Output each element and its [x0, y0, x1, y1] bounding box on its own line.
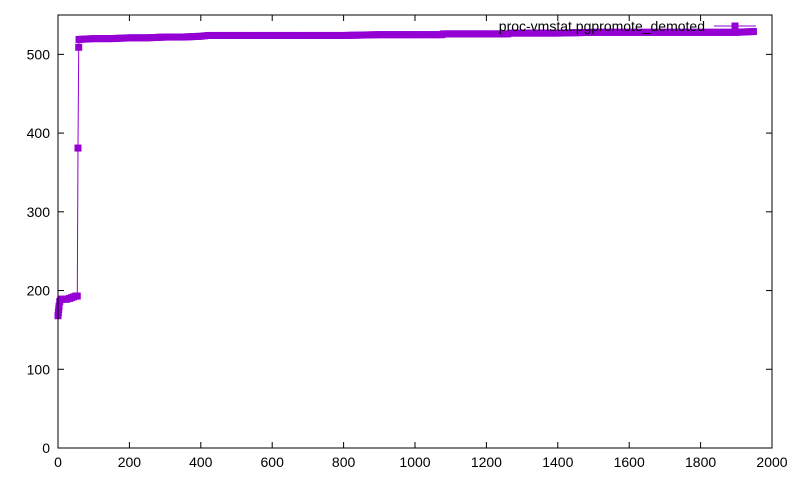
plot-frame	[57, 14, 773, 449]
legend: proc-vmstat.pgpromote_demoted	[499, 18, 756, 34]
legend-label: proc-vmstat.pgpromote_demoted	[499, 18, 705, 34]
x-tick-label: 1000	[399, 454, 430, 470]
y-tick-label: 300	[27, 204, 51, 220]
y-tick-label: 100	[27, 361, 51, 377]
x-tick-label: 1400	[542, 454, 573, 470]
x-tick-label: 200	[118, 454, 142, 470]
data-point-marker	[75, 43, 83, 51]
data-point-marker	[200, 32, 208, 40]
tick-labels: 0 200 400 600 800 1000 1200 1400 1600 1800 2000 0 10…	[27, 46, 788, 470]
data-point-marker	[749, 28, 757, 36]
x-tick-label: 1200	[471, 454, 502, 470]
x-tick-label: 2000	[756, 454, 787, 470]
data-point-marker	[74, 144, 82, 152]
legend-marker	[731, 22, 739, 30]
x-tick-label: 1800	[685, 454, 716, 470]
series-area	[54, 28, 757, 320]
x-tick-label: 600	[261, 454, 285, 470]
y-tick-label: 500	[27, 46, 51, 62]
data-point-marker	[504, 30, 512, 38]
series-markers	[54, 28, 757, 320]
x-tick-label: 800	[332, 454, 356, 470]
data-point-marker	[55, 302, 63, 310]
x-tick-label: 400	[189, 454, 213, 470]
x-tick-label: 1600	[614, 454, 645, 470]
data-point-marker	[197, 32, 205, 40]
y-tick-label: 0	[42, 440, 50, 456]
y-tick-label: 400	[27, 125, 51, 141]
data-point-marker	[73, 292, 81, 300]
x-tick-label: 0	[54, 454, 62, 470]
y-tick-label: 200	[27, 283, 51, 299]
